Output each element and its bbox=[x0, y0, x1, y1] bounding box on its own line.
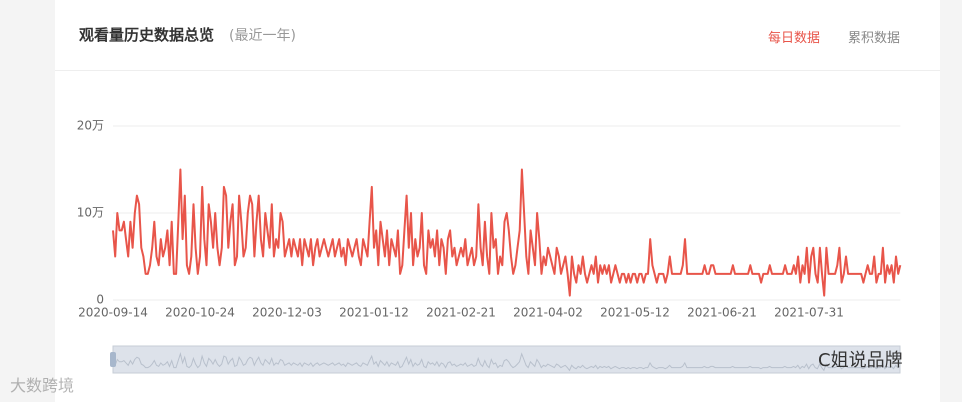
x-tick-label: 2020-10-24 bbox=[165, 306, 235, 320]
x-tick-label: 2021-01-12 bbox=[339, 306, 409, 320]
x-tick-label: 2020-12-03 bbox=[252, 306, 322, 320]
x-tick-label: 2020-09-14 bbox=[78, 306, 148, 320]
divider bbox=[55, 70, 940, 71]
tab[interactable]: 每日数据 bbox=[768, 31, 821, 46]
tab[interactable]: 累积数据 bbox=[848, 31, 901, 46]
zoom-line bbox=[112, 351, 901, 372]
x-tick-label: 2021-04-02 bbox=[513, 306, 583, 320]
zoom-handle[interactable] bbox=[110, 352, 116, 367]
x-tick-label: 2021-02-21 bbox=[426, 306, 496, 320]
y-tick-label: 0 bbox=[96, 293, 104, 307]
x-tick-label: 2021-07-31 bbox=[774, 306, 844, 320]
y-tick-label: 10万 bbox=[77, 206, 104, 220]
x-tick-label: 2021-05-12 bbox=[600, 306, 670, 320]
x-tick-label: 2021-06-21 bbox=[687, 306, 757, 320]
y-tick-label: 20万 bbox=[77, 119, 104, 133]
line bbox=[112, 168, 902, 297]
card-subtitle: (最近一年) bbox=[229, 28, 296, 44]
watermark: C姐说品牌 bbox=[818, 350, 903, 371]
card-title: 观看量历史数据总览 bbox=[79, 26, 215, 44]
watermark: 大数跨境 bbox=[10, 376, 75, 395]
